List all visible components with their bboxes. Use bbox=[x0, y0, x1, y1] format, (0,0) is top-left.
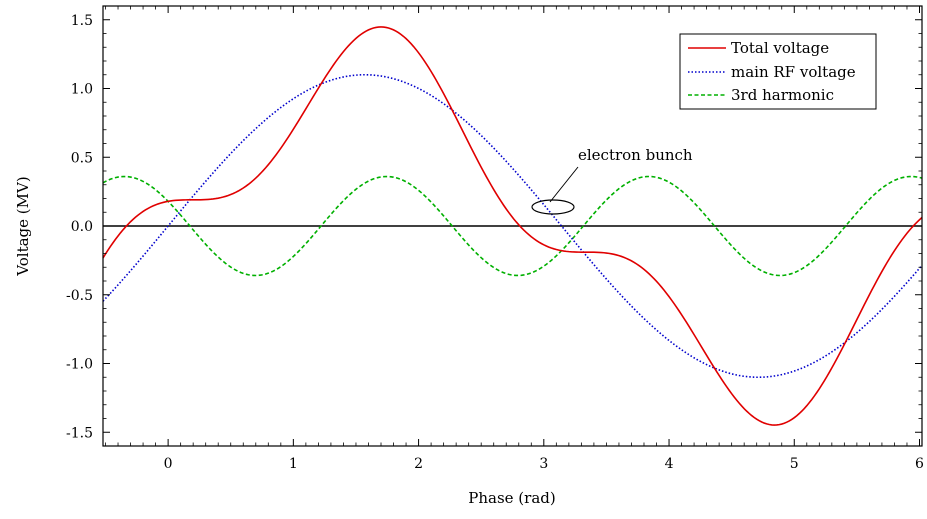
y-tick-label: 1.0 bbox=[71, 82, 93, 98]
plot-content bbox=[102, 26, 923, 426]
plot-frame bbox=[102, 5, 923, 447]
electron-bunch-pointer bbox=[549, 166, 579, 203]
electron-bunch-ellipse bbox=[531, 199, 575, 215]
series-line-main-rf-voltage bbox=[102, 73, 923, 379]
x-axis-title: Phase (rad) bbox=[468, 489, 555, 507]
x-tick-label: 4 bbox=[665, 456, 674, 472]
electron-bunch-label: electron bunch bbox=[578, 146, 693, 164]
y-tick-label: 1.5 bbox=[71, 13, 93, 29]
y-tick-label: 0.5 bbox=[71, 150, 93, 166]
y-tick-label: 0.0 bbox=[71, 219, 93, 235]
x-tick-label: 5 bbox=[790, 456, 799, 472]
y-tick-label: -1.5 bbox=[66, 425, 93, 441]
y-tick-label: -1.0 bbox=[66, 357, 93, 373]
series-line-3rd-harmonic bbox=[102, 175, 923, 277]
x-tick-label: 0 bbox=[164, 456, 173, 472]
x-tick-label: 2 bbox=[414, 456, 423, 472]
legend-label-3rd-harmonic: 3rd harmonic bbox=[731, 86, 834, 104]
y-axis-title: Voltage (MV) bbox=[14, 176, 32, 276]
legend-label-main-rf-voltage: main RF voltage bbox=[731, 63, 856, 81]
y-tick-label: -0.5 bbox=[66, 288, 93, 304]
electron-bunch-annotation: electron bunch bbox=[531, 146, 693, 215]
legend: Total voltage main RF voltage 3rd harmon… bbox=[679, 33, 877, 110]
x-tick-label: 6 bbox=[915, 456, 924, 472]
legend-label-total-voltage: Total voltage bbox=[731, 39, 829, 57]
x-tick-label: 3 bbox=[539, 456, 548, 472]
series-line-total-voltage bbox=[102, 26, 923, 426]
x-tick-label: 1 bbox=[289, 456, 298, 472]
